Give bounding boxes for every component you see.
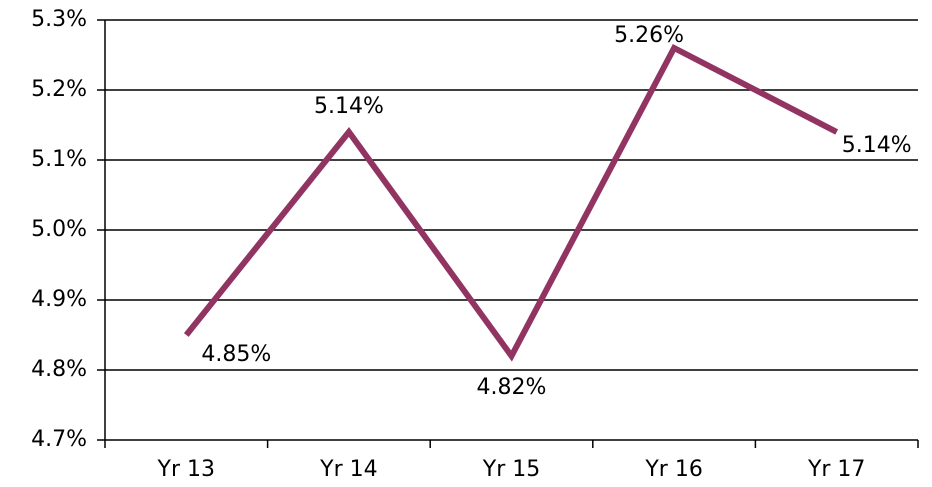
y-tick-label: 4.9% bbox=[31, 287, 87, 312]
x-tick-label: Yr 17 bbox=[807, 457, 865, 482]
y-tick-label: 5.0% bbox=[31, 217, 87, 242]
y-tick-label: 4.8% bbox=[31, 357, 87, 382]
data-label: 5.14% bbox=[842, 133, 912, 158]
x-tick-label: Yr 13 bbox=[157, 457, 215, 482]
data-label: 5.14% bbox=[314, 94, 384, 119]
data-line bbox=[183, 43, 839, 362]
x-tick-label: Yr 15 bbox=[482, 457, 540, 482]
y-tick-label: 5.3% bbox=[31, 7, 87, 32]
x-tick-label: Yr 16 bbox=[644, 457, 702, 482]
y-tick-label: 4.7% bbox=[31, 427, 87, 452]
data-label: 5.26% bbox=[614, 23, 684, 48]
y-tick-label: 5.1% bbox=[31, 147, 87, 172]
x-tick-label: Yr 14 bbox=[319, 457, 377, 482]
y-tick-label: 5.2% bbox=[31, 77, 87, 102]
data-label: 4.85% bbox=[201, 342, 271, 367]
data-label: 4.82% bbox=[477, 375, 547, 400]
